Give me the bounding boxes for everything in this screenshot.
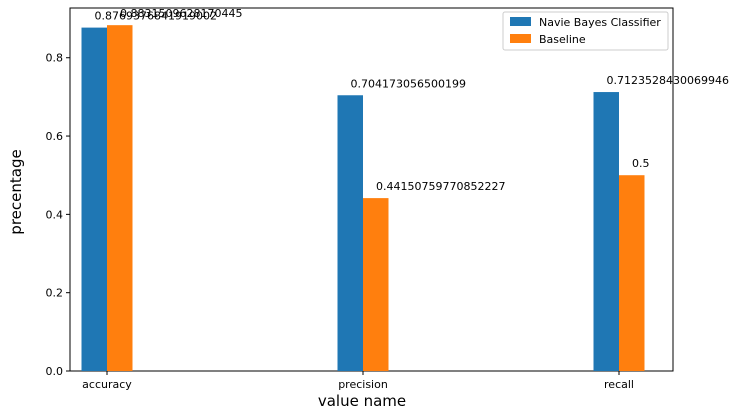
y-axis-label: precentage	[7, 149, 25, 234]
legend: Navie Bayes Classifier Baseline	[502, 11, 669, 51]
data-label-baseline-recall: 0.5	[632, 157, 650, 170]
bar-baseline-accuracy	[107, 25, 133, 372]
data-label-navie-bayes-precision: 0.704173056500199	[351, 77, 466, 90]
legend-swatch-baseline	[510, 34, 531, 43]
legend-swatch-navie-bayes	[510, 17, 531, 26]
bar-navie-bayes-recall	[593, 92, 619, 372]
bar-navie-bayes-precision	[337, 95, 363, 371]
data-label-navie-bayes-recall: 0.7123528430069946	[607, 74, 729, 87]
x-axis: accuracy precision recall	[82, 371, 634, 391]
legend-label-baseline: Baseline	[539, 33, 586, 46]
bar-navie-bayes-accuracy	[81, 27, 107, 371]
x-tick-label-recall: recall	[604, 378, 634, 391]
bars-layer	[81, 25, 645, 372]
legend-box	[502, 11, 669, 51]
x-axis-label: value name	[318, 392, 406, 410]
data-label-navie-bayes-accuracy: 0.8769376841919002	[95, 10, 217, 23]
bar-baseline-recall	[619, 175, 645, 371]
bar-baseline-precision	[363, 198, 389, 371]
y-axis: 0.0 0.2 0.4 0.6 0.8	[46, 52, 70, 378]
data-labels-layer: 0.8769376841919002 0.704173056500199 0.712…	[95, 7, 729, 193]
y-tick-label: 0.0	[46, 365, 64, 378]
y-tick-label: 0.2	[46, 287, 64, 300]
x-tick-label-accuracy: accuracy	[82, 378, 132, 391]
y-tick-label: 0.6	[46, 130, 64, 143]
data-label-baseline-precision: 0.44150759770852227	[376, 180, 505, 193]
y-tick-label: 0.4	[46, 208, 64, 221]
legend-label-navie-bayes: Navie Bayes Classifier	[539, 16, 661, 29]
y-tick-label: 0.8	[46, 52, 64, 65]
x-tick-label-precision: precision	[338, 378, 388, 391]
data-label-baseline-accuracy: 0.8831509628170445	[120, 7, 242, 20]
